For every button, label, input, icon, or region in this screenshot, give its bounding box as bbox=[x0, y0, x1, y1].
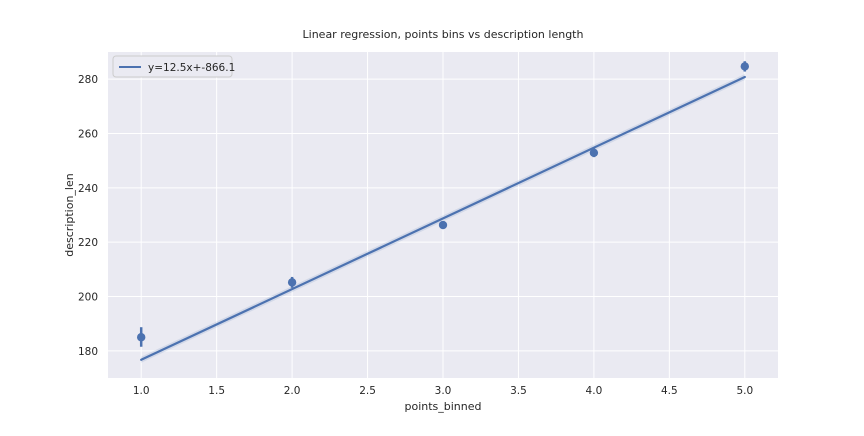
series bbox=[136, 61, 750, 363]
regression-line bbox=[140, 75, 746, 361]
grid bbox=[108, 52, 778, 378]
x-tick-label: 2.0 bbox=[284, 385, 301, 397]
data-point bbox=[589, 148, 599, 157]
data-point bbox=[287, 278, 297, 287]
x-tick-label: 4.0 bbox=[586, 385, 603, 397]
y-tick-labels: 180 200 220 240 260 280 bbox=[78, 74, 98, 358]
data-point bbox=[740, 62, 750, 71]
x-tick-label: 4.5 bbox=[661, 385, 678, 397]
y-tick-label: 220 bbox=[78, 237, 98, 249]
data-point bbox=[438, 220, 448, 230]
x-tick-label: 2.5 bbox=[359, 385, 376, 397]
x-tick-label: 3.5 bbox=[510, 385, 527, 397]
legend: y=12.5x+-866.1 bbox=[112, 55, 235, 78]
legend-label: y=12.5x+-866.1 bbox=[148, 62, 235, 74]
y-tick-label: 240 bbox=[78, 183, 98, 195]
chart-title: Linear regression, points bins vs descri… bbox=[303, 28, 584, 41]
legend-box bbox=[112, 55, 233, 78]
y-tick-label: 260 bbox=[78, 129, 98, 141]
y-tick-label: 180 bbox=[78, 346, 98, 358]
y-tick-label: 280 bbox=[78, 74, 98, 86]
x-tick-label: 3.0 bbox=[435, 385, 452, 397]
x-tick-label: 1.5 bbox=[208, 385, 225, 397]
y-tick-label: 200 bbox=[78, 292, 98, 304]
x-tick-labels: 1.0 1.5 2.0 2.5 3.0 3.5 4.0 4.5 5.0 bbox=[133, 385, 753, 397]
y-axis-label: description_len bbox=[63, 173, 76, 256]
x-tick-label: 5.0 bbox=[736, 385, 753, 397]
x-tick-label: 1.0 bbox=[133, 385, 150, 397]
x-axis-label: points_binned bbox=[404, 400, 481, 413]
data-point bbox=[136, 333, 146, 342]
